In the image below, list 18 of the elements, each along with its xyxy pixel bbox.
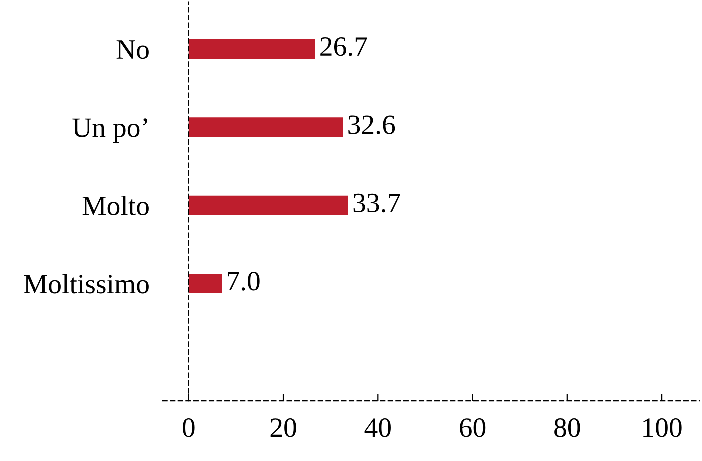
x-tick-label: 100 (644, 418, 682, 438)
x-tick-label: 40 (364, 418, 391, 438)
bar (188, 118, 344, 138)
y-tick-label: No (116, 40, 149, 60)
y-tick-label: Un po’ (72, 118, 148, 143)
y-tick-label: Molto (82, 196, 149, 216)
bar (188, 274, 222, 294)
data-label: 32.6 (348, 116, 396, 134)
x-tick-label: 60 (460, 418, 486, 438)
bar (188, 39, 316, 59)
y-tick-label: Moltissimo (24, 274, 149, 294)
x-tick-label: 0 (183, 418, 195, 438)
data-label: 7.0 (228, 272, 260, 291)
x-tick-label: 20 (270, 418, 296, 438)
x-tick-label: 80 (554, 418, 580, 438)
bar (188, 196, 348, 216)
data-label: 33.7 (354, 194, 400, 213)
data-label: 26.7 (320, 38, 368, 56)
